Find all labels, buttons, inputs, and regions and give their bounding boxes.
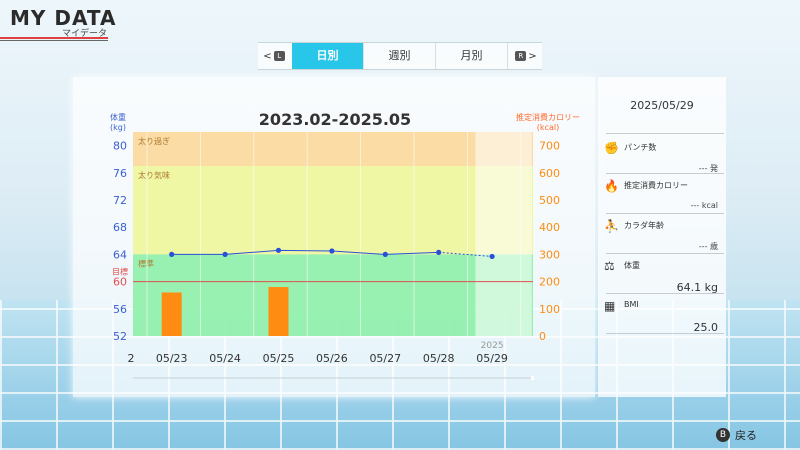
weight-label: 体重 xyxy=(624,261,640,270)
weight-point xyxy=(436,249,442,255)
selected-date: 2025/05/29 xyxy=(630,99,694,112)
body-age-value: --- 歳 xyxy=(698,242,718,251)
year-label: 2025 xyxy=(481,341,504,351)
weight-axis-label: 体重 xyxy=(110,112,126,122)
prev-tab-button[interactable]: < L xyxy=(258,43,292,69)
calorie-axis-unit: (kcal) xyxy=(537,123,559,132)
target-label: 目標 xyxy=(112,267,128,277)
scale-icon: ⚖ xyxy=(604,259,615,273)
tab-weekly[interactable]: 週別 xyxy=(363,43,435,69)
divider xyxy=(606,293,724,294)
date-tick-label: 05/25 xyxy=(263,352,295,365)
chart-title: 2023.02-2025.05 xyxy=(258,110,412,129)
punch-count-label: パンチ数 xyxy=(624,143,657,152)
calorie-tick-label: 500 xyxy=(539,194,560,207)
weight-tick-label: 72 xyxy=(113,194,127,207)
body-age-label: カラダ年齢 xyxy=(624,221,664,230)
calorie-label: 推定消費カロリー xyxy=(624,181,688,190)
r-key-icon: R xyxy=(515,51,527,61)
weight-point xyxy=(275,247,282,253)
body-age-icon: ⛹ xyxy=(604,219,619,233)
flame-icon: 🔥 xyxy=(604,179,619,193)
weight-point xyxy=(169,251,175,257)
calorie-tick-label: 0 xyxy=(539,330,546,343)
calculator-icon: ▦ xyxy=(604,299,616,313)
app-title: MY DATA xyxy=(10,6,117,30)
weight-line xyxy=(171,249,439,255)
divider xyxy=(606,333,724,334)
calorie-bar xyxy=(161,292,182,336)
weight-point xyxy=(382,251,388,257)
tab-daily[interactable]: 日別 xyxy=(292,43,363,69)
punch-icon: ✊ xyxy=(604,141,619,155)
bmi-value: 25.0 xyxy=(693,321,719,334)
date-tick-label: 05/28 xyxy=(423,352,455,365)
weight-tick-label: 56 xyxy=(113,303,127,316)
zone-label: 太り気味 xyxy=(138,170,170,180)
day-detail-panel: 2025/05/29 ✊ パンチ数 --- 発 🔥 推定消費カロリー --- k… xyxy=(598,77,726,397)
divider xyxy=(606,253,724,254)
date-tick-label: 05/24 xyxy=(209,352,241,365)
divider xyxy=(606,133,724,134)
calorie-value: --- kcal xyxy=(690,201,718,210)
weight-tick-label: 76 xyxy=(113,167,127,180)
weight-tick-label: 80 xyxy=(113,140,127,153)
partial-date-label: 2 xyxy=(128,352,135,365)
weight-point xyxy=(329,248,335,254)
calorie-tick-label: 400 xyxy=(539,221,560,234)
tab-monthly[interactable]: 月別 xyxy=(435,43,507,69)
calorie-bar xyxy=(268,287,289,336)
scrollbar-thumb[interactable] xyxy=(531,376,534,380)
weight-value: 64.1 kg xyxy=(676,281,718,294)
b-button-icon: B xyxy=(716,428,730,442)
punch-count-value: --- 発 xyxy=(698,164,718,173)
weight-tick-label: 68 xyxy=(113,221,127,234)
weight-tick-label: 60 xyxy=(113,276,127,289)
divider xyxy=(606,173,724,174)
date-tick-label: 05/26 xyxy=(316,352,348,365)
bmi-label: BMI xyxy=(624,300,639,309)
l-key-icon: L xyxy=(273,51,285,61)
title-underline-thin xyxy=(0,40,108,41)
calorie-tick-label: 200 xyxy=(539,276,560,289)
calorie-axis-label: 推定消費カロリー xyxy=(516,112,580,122)
date-tick-label: 05/27 xyxy=(369,352,401,365)
zone-band xyxy=(133,132,533,166)
app-subtitle: マイデータ xyxy=(62,29,108,39)
calorie-tick-label: 100 xyxy=(539,303,560,316)
calorie-tick-label: 700 xyxy=(539,140,560,153)
weight-line-dashed xyxy=(438,251,493,257)
weight-tick-label: 52 xyxy=(113,330,127,343)
date-tick-label: 05/23 xyxy=(156,352,188,365)
weight-axis-unit: (kg) xyxy=(110,123,126,132)
divider xyxy=(606,213,724,214)
back-button[interactable]: B 戻る xyxy=(716,427,757,443)
selected-day-highlight xyxy=(475,132,532,336)
zone-label: 太り過ぎ xyxy=(138,136,170,146)
zone-label: 標準 xyxy=(138,258,154,268)
weight-point xyxy=(222,251,228,257)
weight-tick-label: 64 xyxy=(113,248,127,261)
back-label: 戻る xyxy=(735,429,757,442)
calorie-tick-label: 600 xyxy=(539,167,560,180)
calorie-tick-label: 300 xyxy=(539,248,560,261)
chevron-right-icon: > xyxy=(528,50,537,62)
zone-band xyxy=(133,254,533,336)
date-tick-label: 05/29 xyxy=(476,352,508,365)
period-tabs: < L 日別 週別 月別 R > xyxy=(258,42,542,70)
chevron-left-icon: < xyxy=(263,50,272,62)
weight-point xyxy=(489,253,495,260)
next-tab-button[interactable]: R > xyxy=(507,43,542,69)
zone-band xyxy=(133,166,533,255)
title-underline xyxy=(0,37,108,39)
